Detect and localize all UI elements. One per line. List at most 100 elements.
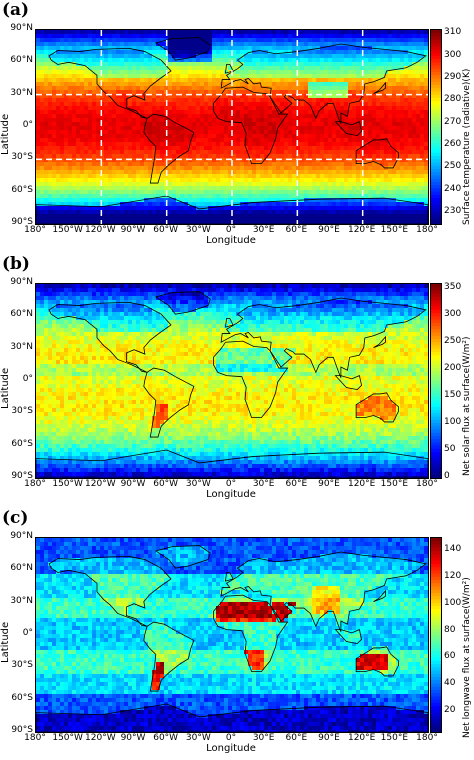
- colorbar-step: [431, 725, 441, 730]
- colorbar-step: [431, 84, 441, 89]
- colorbar-step: [431, 136, 441, 141]
- colorbar-step: [431, 117, 441, 122]
- colorbar-step: [431, 169, 441, 173]
- colorbar-step: [431, 686, 441, 691]
- x-tick-label: 120°W: [85, 733, 116, 743]
- coastline: [334, 121, 363, 137]
- longwave-flux-map: [35, 537, 429, 733]
- colorbar-step: [431, 442, 441, 447]
- colorbar-step: [431, 547, 441, 552]
- x-tick-label: 150°W: [52, 479, 83, 489]
- colorbar-step: [431, 592, 441, 597]
- x-tick-label: 150°W: [52, 733, 83, 743]
- colorbar-step: [431, 641, 441, 646]
- colorbar-step: [431, 390, 441, 395]
- colorbar-step: [431, 319, 441, 324]
- colorbar-tick-label: 100: [444, 417, 462, 428]
- y-tick-label: 30°N: [10, 87, 33, 98]
- colorbar-tick-label: 0: [444, 471, 450, 481]
- x-tick-label: 120°E: [347, 225, 376, 235]
- colorbar-step: [431, 696, 441, 701]
- coastline: [36, 195, 428, 224]
- colorbar-step: [431, 214, 441, 219]
- colorbar-step: [431, 78, 441, 83]
- colorbar-svg: [431, 284, 441, 479]
- x-axis-label: Longitude: [206, 743, 256, 754]
- colorbar-step: [431, 381, 441, 385]
- colorbar-step: [431, 667, 441, 672]
- colorbar-step: [431, 435, 441, 440]
- colorbar-step: [431, 596, 441, 600]
- x-tick-label: 150°W: [52, 225, 83, 235]
- raster-cells: [36, 538, 428, 732]
- colorbar-step: [431, 65, 441, 70]
- colorbar-step: [431, 625, 441, 630]
- colorbar: [430, 283, 442, 479]
- colorbar-step: [431, 146, 441, 151]
- colorbar-step: [431, 97, 441, 102]
- raster-cells: [36, 284, 428, 478]
- colorbar-tick-label: 250: [444, 336, 462, 347]
- colorbar-step: [431, 355, 441, 359]
- y-tick-label: 0°: [22, 374, 33, 384]
- coastline: [213, 86, 289, 165]
- colorbar-step: [431, 680, 441, 684]
- colorbar-step: [431, 586, 441, 591]
- coastline: [224, 318, 234, 328]
- colorbar-step: [431, 410, 441, 414]
- colorbar: [430, 537, 442, 733]
- colorbar-step: [431, 181, 441, 186]
- colorbar-step: [431, 400, 441, 405]
- map-panel-b: (b) Latitude Longitude Net solar flux at…: [0, 254, 474, 504]
- colorbar-step: [431, 156, 441, 160]
- coastline: [334, 375, 363, 391]
- colorbar-step: [431, 651, 441, 655]
- x-tick-label: 60°W: [153, 733, 179, 743]
- colorbar-step: [431, 368, 441, 372]
- coastline: [224, 572, 234, 582]
- coastline: [373, 81, 386, 94]
- y-tick-label: 0°: [22, 120, 33, 130]
- colorbar-step: [431, 589, 441, 594]
- colorbar-tick-label: 120: [444, 571, 462, 582]
- colorbar-step: [431, 563, 441, 568]
- colorbar-step: [431, 612, 441, 617]
- colorbar-step: [431, 709, 441, 714]
- coastline: [143, 367, 195, 438]
- x-tick-label: 0°: [225, 733, 237, 743]
- colorbar-step: [431, 576, 441, 581]
- colorbar-step: [431, 550, 441, 555]
- colorbar-step: [431, 165, 441, 170]
- colorbar-step: [431, 68, 441, 73]
- colorbar-step: [431, 342, 441, 346]
- colorbar-step: [431, 329, 441, 333]
- colorbar-step: [431, 719, 441, 723]
- colorbar-step: [431, 557, 441, 562]
- x-tick-label: 180°: [416, 225, 438, 235]
- colorbar-tick-label: 230: [444, 205, 462, 216]
- panel-label: (b): [2, 254, 30, 274]
- colorbar-step: [431, 361, 441, 366]
- y-tick-label: 60°N: [10, 55, 33, 66]
- colorbar-step: [431, 42, 441, 47]
- colorbar-step: [431, 393, 441, 398]
- colorbar-step: [431, 461, 441, 466]
- colorbar-tick-label: 350: [444, 282, 462, 293]
- colorbar-step: [431, 387, 441, 392]
- colorbar-step: [431, 683, 441, 688]
- x-tick-label: 0°: [225, 225, 237, 235]
- colorbar-step: [431, 445, 441, 450]
- colorbar-tick-label: 280: [444, 94, 462, 105]
- colorbar-step: [431, 46, 441, 50]
- colorbar-step: [431, 188, 441, 193]
- x-tick-label: 180°: [416, 479, 438, 489]
- colorbar-step: [431, 471, 441, 476]
- colorbar-step: [431, 143, 441, 147]
- x-tick-label: 30°E: [252, 733, 275, 743]
- coastline: [154, 545, 211, 569]
- colorbar-step: [431, 455, 441, 460]
- colorbar-step: [431, 332, 441, 337]
- colorbar-step: [431, 567, 441, 571]
- colorbar-tick-label: 20: [444, 704, 456, 715]
- coastline: [48, 555, 172, 627]
